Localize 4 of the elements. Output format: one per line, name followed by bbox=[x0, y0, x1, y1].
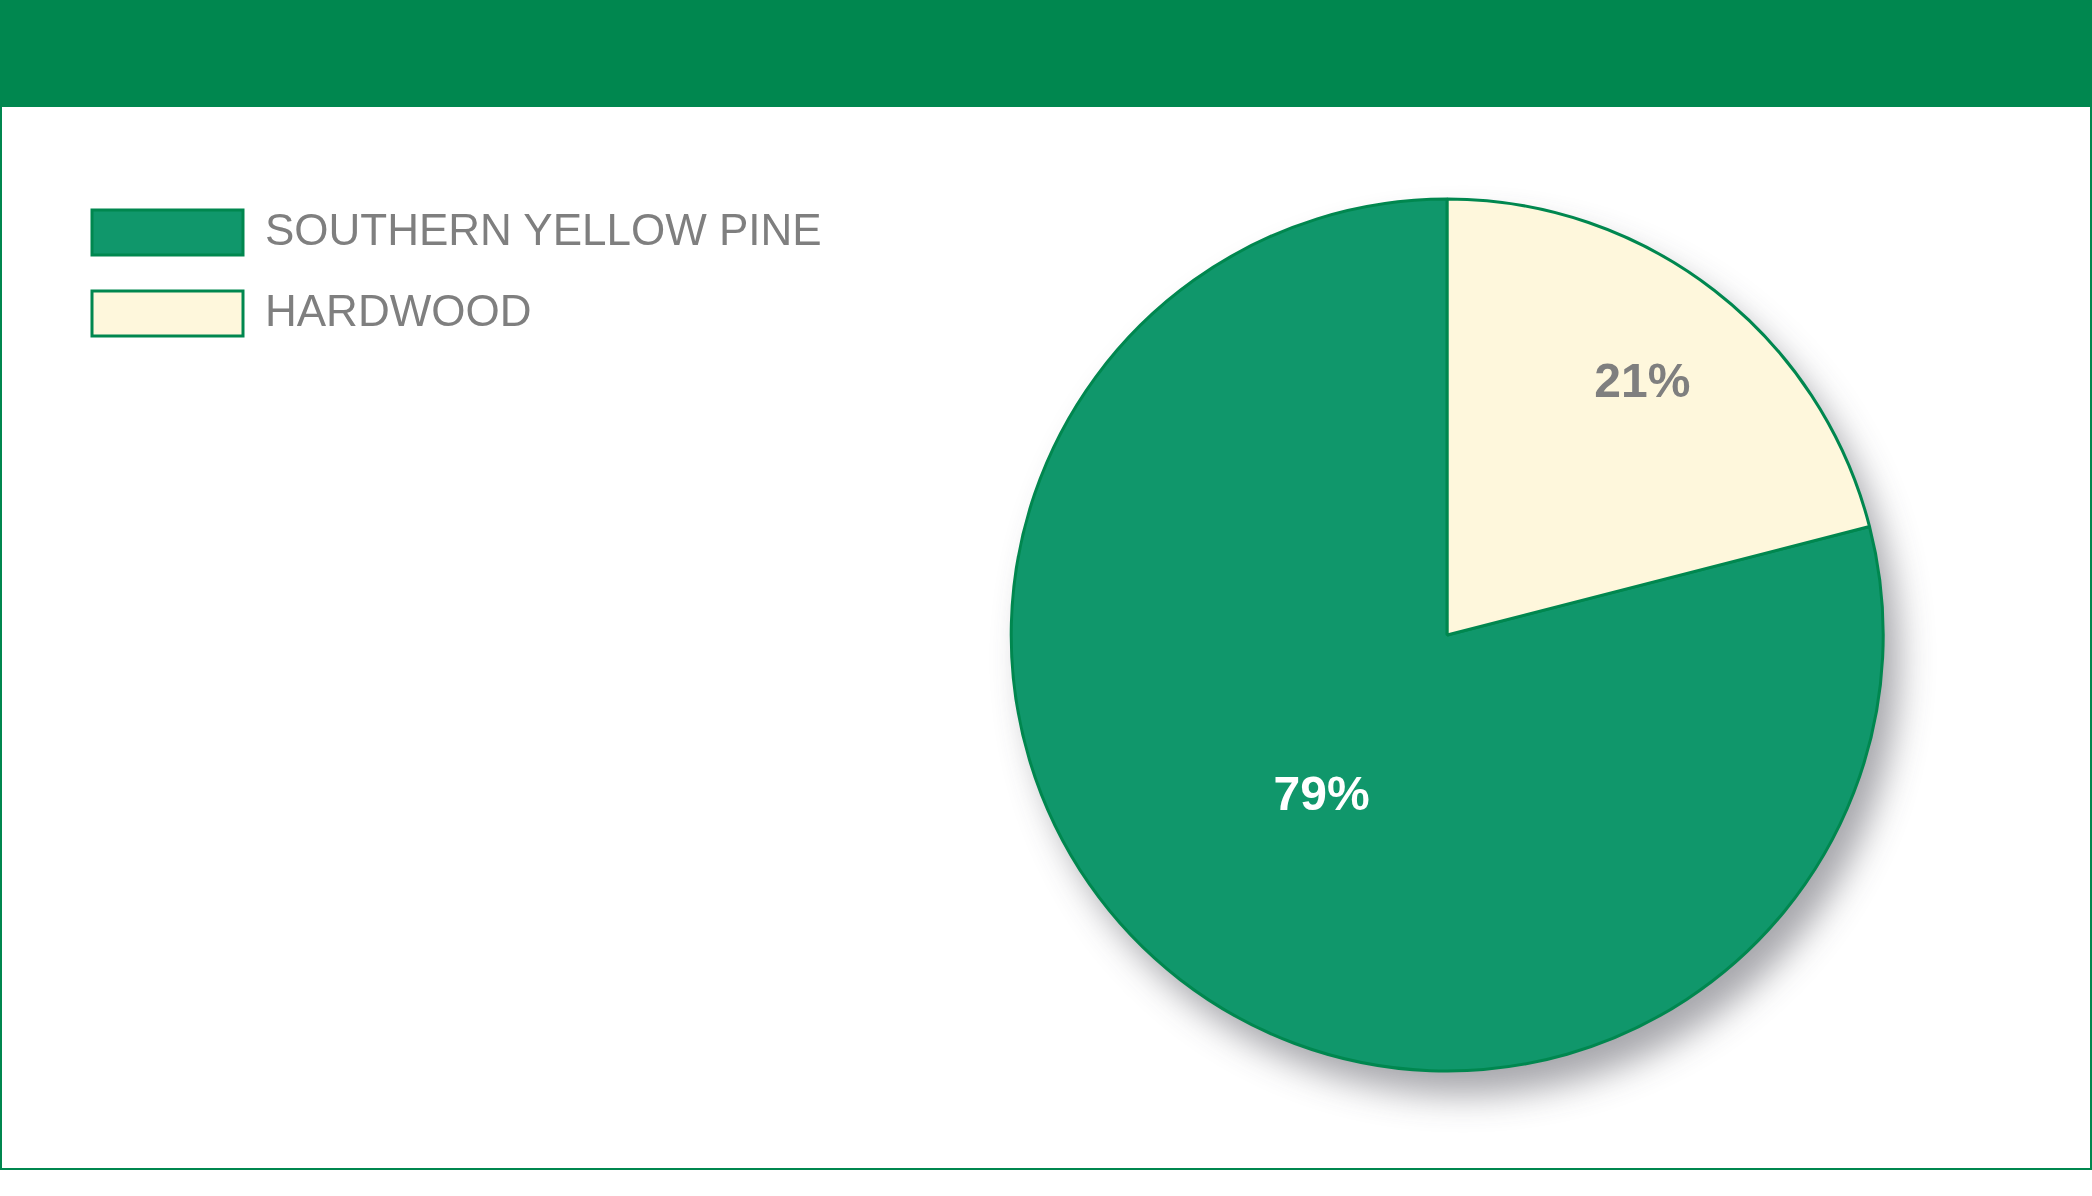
data-label: 79% bbox=[1273, 767, 1370, 821]
legend-label: HARDWOOD bbox=[265, 285, 532, 335]
data-label: 21% bbox=[1594, 353, 1691, 407]
legend-label: SOUTHERN YELLOW PINE bbox=[265, 204, 822, 254]
